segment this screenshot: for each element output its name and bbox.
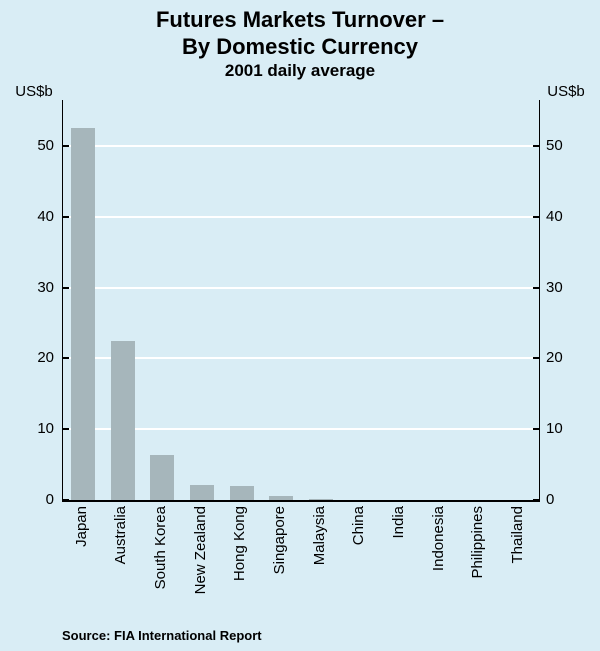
category-label: China: [350, 506, 368, 546]
y-tick-label-30: 30: [37, 278, 54, 296]
bar-hong-kong: [229, 485, 254, 500]
plot-area: [62, 100, 540, 502]
chart-subtitle: 2001 daily average: [224, 61, 376, 80]
y-tick-50: [533, 145, 539, 148]
gridline-20: [63, 357, 539, 360]
chart-title-line2: By Domestic Currency: [182, 34, 418, 59]
category-slot: New Zealand: [181, 506, 221, 632]
gridline-10: [63, 428, 539, 431]
y-tick-label-40: 40: [37, 207, 54, 225]
category-label: Malaysia: [310, 506, 328, 566]
category-slot: Hong Kong: [221, 506, 261, 632]
y-tick-label-50: 50: [37, 137, 54, 155]
bar-malaysia: [308, 498, 333, 500]
gridline-40: [63, 215, 539, 218]
y-tick-50: [63, 145, 69, 148]
y-tick-label-20: 20: [37, 349, 54, 367]
bar-singapore: [269, 496, 294, 500]
y-tick-40: [63, 215, 69, 218]
gridline-30: [63, 286, 539, 289]
category-slot: Thailand: [498, 506, 538, 632]
category-label: Indonesia: [429, 506, 447, 572]
category-slot: Indonesia: [419, 506, 459, 632]
y-tick-0: [533, 499, 539, 501]
bar-new-zealand: [189, 485, 214, 500]
category-slot: Australia: [102, 506, 142, 632]
category-label: Philippines: [469, 506, 487, 579]
y-tick-30: [63, 286, 69, 289]
y-tick-40: [533, 215, 539, 218]
gridline-50: [63, 145, 539, 148]
y-tick-label-0: 0: [45, 491, 54, 508]
chart-title: Futures Markets Turnover – By Domestic C…: [0, 6, 600, 60]
y-tick-30: [533, 286, 539, 289]
category-slot: Philippines: [459, 506, 499, 632]
category-slot: Japan: [62, 506, 102, 632]
category-label: Australia: [112, 506, 130, 565]
category-label: Thailand: [508, 506, 526, 564]
bar-japan: [70, 128, 95, 500]
y-tick-label-50: 50: [546, 137, 563, 155]
y-axis-unit-left: US$b: [15, 83, 53, 100]
y-tick-20: [533, 357, 539, 360]
category-slot: Malaysia: [300, 506, 340, 632]
y-tick-10: [533, 428, 539, 431]
y-tick-label-40: 40: [546, 207, 563, 225]
category-label: New Zealand: [191, 506, 209, 595]
y-tick-0: [63, 499, 69, 501]
y-tick-10: [63, 428, 69, 431]
y-tick-20: [63, 357, 69, 360]
category-label: India: [389, 506, 407, 539]
chart-title-line1: Futures Markets Turnover –: [155, 7, 445, 32]
y-axis-labels-right: 0 10 20 30 40 50: [546, 100, 600, 508]
bar-south-korea: [150, 455, 175, 500]
bar-australia: [110, 340, 135, 500]
category-label: Singapore: [270, 506, 288, 575]
category-label: South Korea: [151, 506, 169, 590]
x-axis-labels: Japan Australia South Korea New Zealand Hong…: [62, 506, 538, 632]
category-slot: Singapore: [260, 506, 300, 632]
y-axis-unit-right: US$b: [547, 83, 585, 100]
category-slot: India: [379, 506, 419, 632]
y-axis-labels-left: 0 10 20 30 40 50: [0, 100, 54, 508]
y-tick-label-10: 10: [37, 420, 54, 438]
y-tick-label-20: 20: [546, 349, 563, 367]
category-slot: China: [340, 506, 380, 632]
y-tick-label-10: 10: [546, 420, 563, 438]
category-label: Hong Kong: [231, 506, 249, 582]
y-tick-label-0: 0: [546, 491, 555, 508]
y-tick-label-30: 30: [546, 278, 563, 296]
category-slot: South Korea: [141, 506, 181, 632]
category-label: Japan: [72, 506, 90, 547]
source-note: Source: FIA International Report: [62, 628, 262, 643]
